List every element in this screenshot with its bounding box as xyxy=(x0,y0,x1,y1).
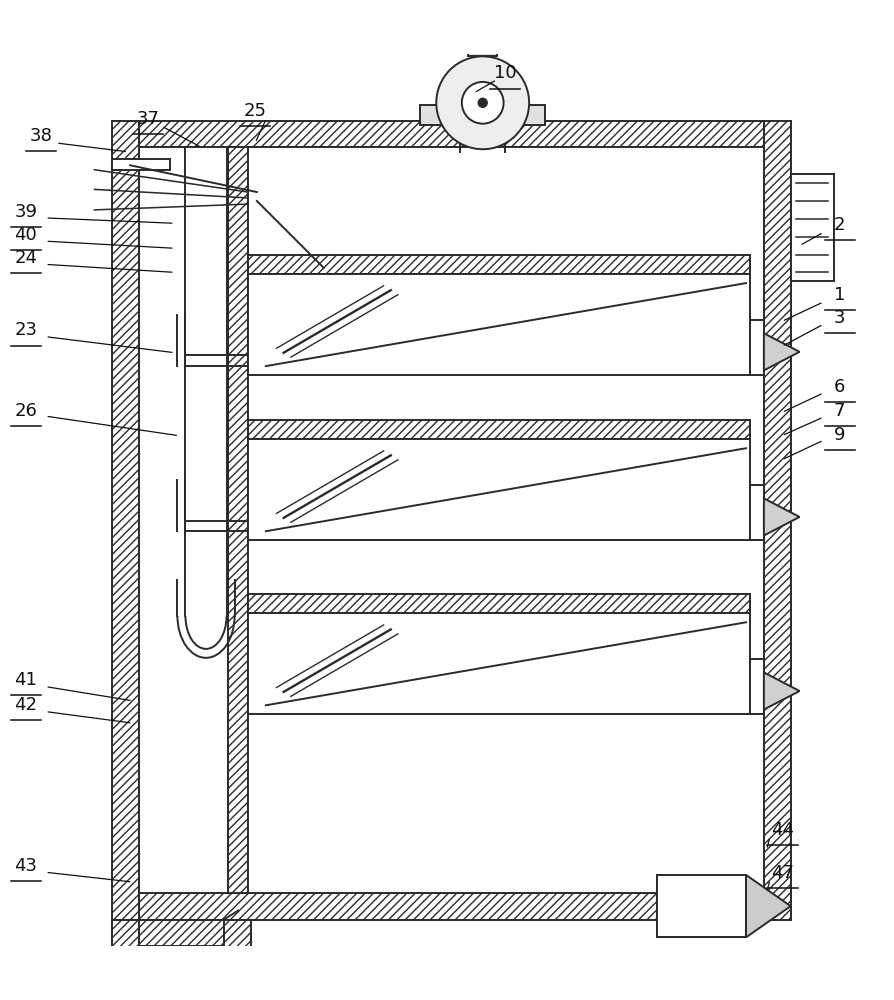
Polygon shape xyxy=(763,333,799,370)
Text: 41: 41 xyxy=(14,671,38,689)
Text: 38: 38 xyxy=(30,127,53,145)
Text: 44: 44 xyxy=(772,821,794,839)
Text: 47: 47 xyxy=(772,864,794,882)
Text: 25: 25 xyxy=(243,102,266,120)
Text: 2: 2 xyxy=(834,216,846,234)
Bar xyxy=(248,274,750,375)
Text: 6: 6 xyxy=(834,378,846,396)
Text: 10: 10 xyxy=(493,64,517,82)
Bar xyxy=(657,911,746,937)
Text: 39: 39 xyxy=(14,203,38,221)
Bar xyxy=(139,946,224,1000)
Bar xyxy=(113,159,170,170)
Bar xyxy=(248,255,750,274)
Bar xyxy=(248,439,750,540)
Bar xyxy=(750,320,763,375)
Text: 37: 37 xyxy=(137,110,159,128)
Bar xyxy=(750,488,763,498)
Bar xyxy=(139,893,763,920)
Bar xyxy=(750,485,763,540)
Text: 1: 1 xyxy=(834,286,846,304)
Bar xyxy=(750,364,763,375)
Bar xyxy=(750,322,763,333)
Bar xyxy=(763,121,790,920)
Text: 3: 3 xyxy=(834,309,846,327)
Bar xyxy=(494,98,516,105)
Circle shape xyxy=(462,82,503,124)
Text: 40: 40 xyxy=(14,226,37,244)
Text: 43: 43 xyxy=(14,857,38,875)
Bar xyxy=(468,34,497,56)
Bar xyxy=(248,594,750,613)
Bar xyxy=(113,121,139,920)
Text: 26: 26 xyxy=(14,402,38,420)
Bar xyxy=(790,174,833,281)
Polygon shape xyxy=(763,498,799,536)
Circle shape xyxy=(436,56,529,149)
Bar xyxy=(657,875,746,937)
Text: 24: 24 xyxy=(14,249,38,267)
Bar xyxy=(224,920,250,1000)
Text: 23: 23 xyxy=(14,321,38,339)
Polygon shape xyxy=(746,875,790,937)
Bar xyxy=(474,23,492,34)
Bar xyxy=(750,529,763,540)
Bar xyxy=(228,147,248,893)
Bar xyxy=(750,659,763,714)
Bar xyxy=(248,420,750,439)
Bar xyxy=(750,662,763,672)
Text: 42: 42 xyxy=(14,696,38,714)
Text: 7: 7 xyxy=(834,402,846,420)
Bar xyxy=(139,121,763,147)
Bar xyxy=(750,704,763,714)
Bar xyxy=(113,920,139,1000)
Polygon shape xyxy=(763,672,799,710)
Text: 9: 9 xyxy=(834,426,846,444)
Circle shape xyxy=(478,98,487,107)
Bar xyxy=(113,920,250,946)
Bar xyxy=(248,613,750,714)
Bar xyxy=(420,105,545,125)
Bar xyxy=(450,98,471,105)
Bar xyxy=(657,875,746,902)
